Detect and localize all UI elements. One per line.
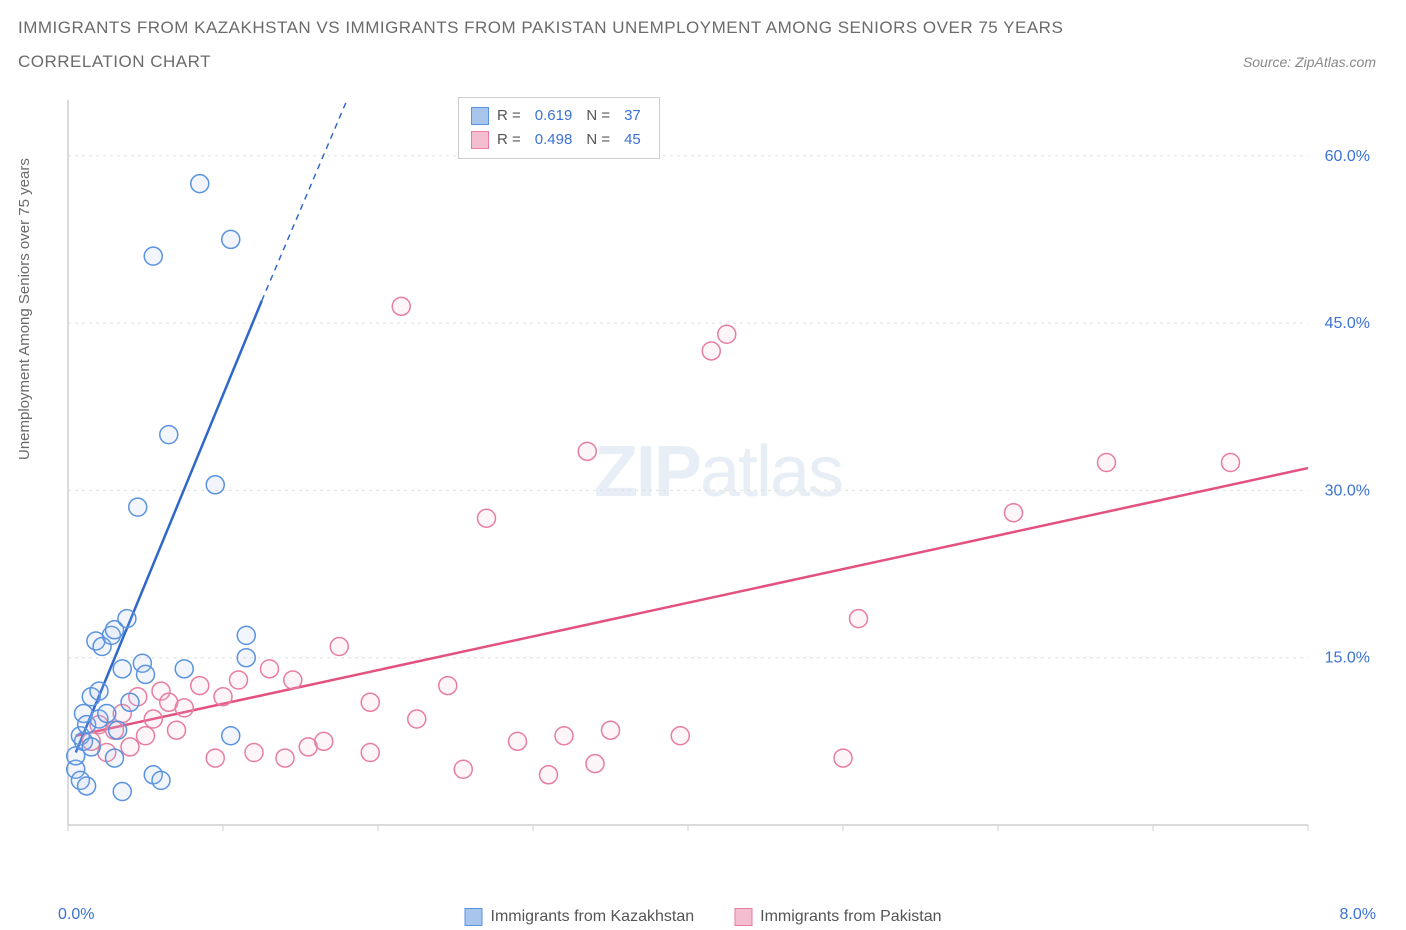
svg-text:15.0%: 15.0%	[1325, 650, 1370, 667]
source-attribution: Source: ZipAtlas.com	[1243, 54, 1376, 70]
chart-title-line1: IMMIGRANTS FROM KAZAKHSTAN VS IMMIGRANTS…	[18, 18, 1406, 38]
swatch-kazakhstan	[471, 107, 489, 125]
svg-text:45.0%: 45.0%	[1325, 315, 1370, 332]
svg-text:30.0%: 30.0%	[1325, 482, 1370, 499]
swatch-pakistan	[471, 131, 489, 149]
stats-legend: R = 0.619 N = 37 R = 0.498 N = 45	[458, 97, 660, 159]
stats-row-kazakhstan: R = 0.619 N = 37	[471, 104, 647, 128]
legend-item-pakistan: Immigrants from Pakistan	[734, 908, 941, 926]
x-tick-min: 0.0%	[58, 906, 94, 924]
chart-title-line2: CORRELATION CHART	[18, 52, 1406, 72]
scatter-chart: ZIPatlas 15.0%30.0%45.0%60.0% R = 0.619 …	[58, 95, 1378, 865]
x-tick-max: 8.0%	[1340, 906, 1376, 924]
svg-text:60.0%: 60.0%	[1325, 148, 1370, 165]
legend-item-kazakhstan: Immigrants from Kazakhstan	[464, 908, 694, 926]
stats-row-pakistan: R = 0.498 N = 45	[471, 128, 647, 152]
y-axis-label: Unemployment Among Seniors over 75 years	[16, 158, 33, 460]
series-legend: Immigrants from Kazakhstan Immigrants fr…	[464, 908, 941, 926]
plot-svg: 15.0% 30.0% 45.0% 60.0%	[58, 95, 1378, 865]
